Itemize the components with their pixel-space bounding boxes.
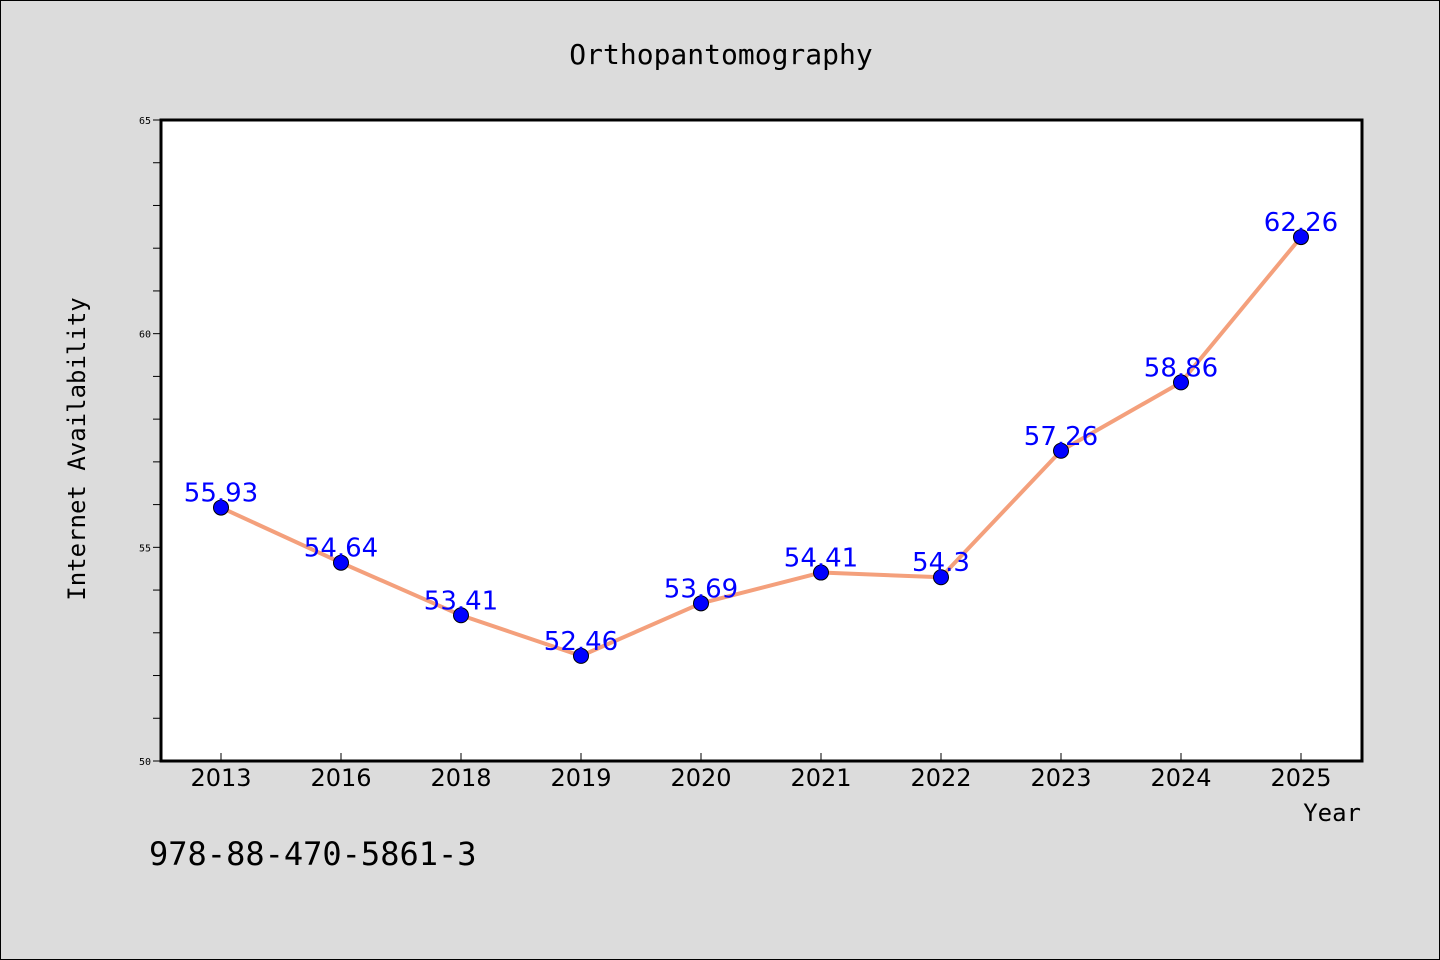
y-tick-label: 50 bbox=[139, 757, 151, 768]
data-point bbox=[933, 569, 949, 586]
x-tick-label: 2020 bbox=[670, 764, 731, 792]
x-tick-label: 2024 bbox=[1150, 764, 1211, 792]
chart-title: Orthopantomography bbox=[569, 38, 872, 71]
y-axis-ticks: 50 55 60 65 bbox=[139, 116, 161, 768]
data-point bbox=[813, 564, 829, 581]
data-point bbox=[1293, 229, 1309, 246]
x-tick-label: 2016 bbox=[310, 764, 371, 792]
data-point bbox=[333, 554, 349, 571]
data-point bbox=[1173, 374, 1189, 391]
data-label: 54.3 bbox=[912, 548, 970, 578]
data-point bbox=[453, 607, 469, 624]
y-axis-label: Internet Availability bbox=[63, 297, 91, 600]
series-line bbox=[219, 235, 1303, 658]
x-tick-label: 2025 bbox=[1270, 764, 1331, 792]
data-point bbox=[213, 499, 229, 516]
x-tick-label: 2023 bbox=[1030, 764, 1091, 792]
x-tick-label: 2022 bbox=[910, 764, 971, 792]
data-label: 52.46 bbox=[544, 627, 618, 657]
y-tick-label: 65 bbox=[139, 116, 151, 127]
data-label: 53.69 bbox=[664, 574, 738, 604]
y-tick-label: 60 bbox=[139, 330, 151, 341]
data-label: 55.93 bbox=[184, 479, 258, 509]
data-label: 54.64 bbox=[304, 534, 378, 564]
data-point bbox=[573, 647, 589, 664]
x-tick-label: 2018 bbox=[430, 764, 491, 792]
data-point bbox=[1053, 442, 1069, 459]
x-axis-ticks: 2013 2016 2018 2019 2020 2021 2022 2023 2024 2025 bbox=[190, 753, 1332, 792]
isbn-text: 978-88-470-5861-3 bbox=[149, 835, 477, 873]
data-label: 53.41 bbox=[424, 586, 498, 616]
x-tick-label: 2019 bbox=[550, 764, 611, 792]
plot-area bbox=[159, 118, 1364, 763]
x-axis-label: Year bbox=[1303, 799, 1361, 827]
y-tick-label: 55 bbox=[139, 543, 151, 554]
data-label: 58.86 bbox=[1144, 353, 1218, 383]
data-label: 62.26 bbox=[1264, 208, 1338, 238]
data-label: 57.26 bbox=[1024, 422, 1098, 452]
data-label: 54.41 bbox=[784, 544, 858, 574]
series-group: 55.93 54.64 53.41 52.46 53.69 54.41 54.3 57.26 5… bbox=[184, 208, 1338, 664]
data-point bbox=[693, 595, 709, 612]
x-tick-label: 2013 bbox=[190, 764, 251, 792]
x-tick-label: 2021 bbox=[790, 764, 851, 792]
